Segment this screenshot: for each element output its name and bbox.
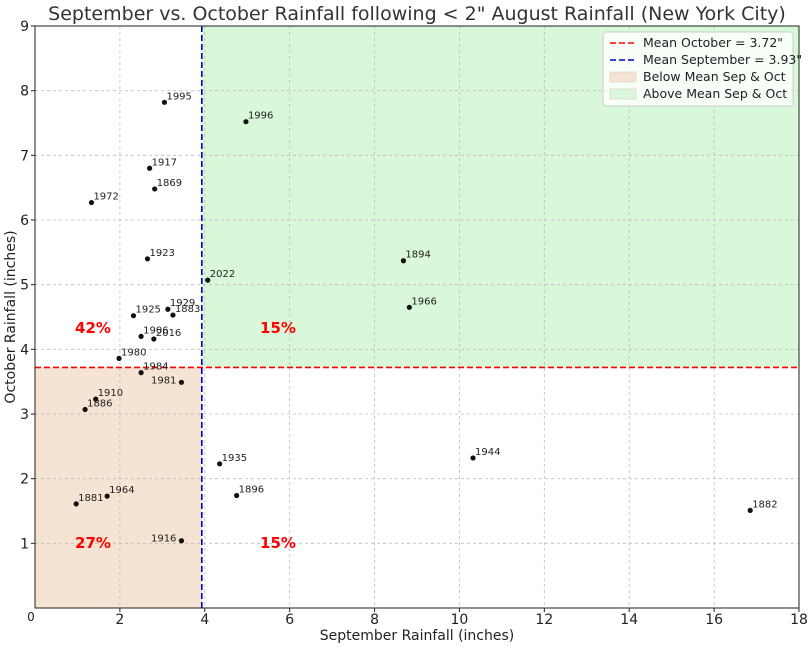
legend-label: Mean September = 3.93" — [643, 52, 802, 67]
y-tick-label: 1 — [20, 536, 29, 552]
point-label: 1882 — [752, 499, 777, 510]
data-point — [205, 277, 211, 283]
quadrant-percentage-upper-right: 15% — [260, 319, 296, 337]
legend-patch-swatch — [609, 71, 637, 83]
y-tick-label: 2 — [20, 472, 29, 488]
point-label: 1896 — [239, 484, 264, 495]
data-point — [170, 312, 176, 318]
data-point — [88, 199, 95, 206]
quadrant-percentage-lower-left: 27% — [75, 534, 111, 552]
point-label: 1923 — [149, 248, 174, 259]
data-point — [82, 406, 88, 413]
point-label: 1981 — [151, 375, 176, 386]
legend: Mean October = 3.72" Mean September = 3.9… — [602, 31, 802, 107]
data-point — [152, 186, 158, 192]
point-label: 1917 — [152, 157, 177, 168]
y-axis-label: October Rainfall (inches) — [3, 230, 19, 403]
data-point — [116, 355, 122, 361]
x-tick-label: 12 — [535, 612, 553, 628]
point-label: 1910 — [98, 388, 123, 399]
y-tick-label: 3 — [20, 407, 29, 423]
point-label: 1906 — [143, 325, 168, 336]
x-tick-label: 6 — [285, 612, 294, 628]
point-label: 1929 — [170, 298, 195, 309]
data-point — [144, 256, 151, 262]
y-tick-label: 7 — [20, 148, 29, 164]
x-tick-label: 16 — [705, 612, 723, 628]
x-axis-label: September Rainfall (inches) — [320, 628, 515, 644]
point-label: 1972 — [93, 192, 118, 203]
quadrant-percentage-upper-left: 42% — [75, 319, 111, 337]
plot-border — [34, 25, 800, 609]
point-label: 1894 — [405, 250, 430, 261]
point-label: 1886 — [87, 398, 112, 409]
point-label: 1964 — [109, 485, 134, 496]
y-tick-label: 6 — [20, 213, 29, 229]
x-tick-label: 10 — [451, 612, 469, 628]
y-tick-label: 4 — [20, 342, 29, 358]
data-point — [406, 304, 412, 310]
y-axis-ticks: 1 2 3 4 5 6 7 8 9 — [20, 19, 35, 552]
x-tick-label: 0 — [27, 610, 35, 624]
quadrant-percentage-lower-right: 15% — [260, 534, 296, 552]
x-tick-label: 14 — [620, 612, 638, 628]
y-tick-label: 9 — [20, 19, 29, 35]
plot-frame — [34, 25, 800, 609]
legend-box — [602, 31, 794, 107]
data-point — [217, 461, 223, 467]
point-label: 1916 — [151, 534, 176, 545]
data-point — [73, 501, 79, 507]
quadrant-percentages: 42% 15% 27% 15% — [75, 319, 296, 552]
data-point — [147, 165, 153, 171]
y-tick-label: 8 — [20, 84, 29, 100]
data-point — [130, 313, 137, 319]
data-point — [234, 492, 240, 499]
data-points: 1995 1996 1917 1869 1972 1923 2022 1894 1966 1929… — [73, 91, 778, 545]
legend-label: Below Mean Sep & Oct — [643, 69, 786, 84]
data-point — [747, 507, 753, 513]
point-label: 1869 — [157, 178, 182, 189]
data-point — [104, 493, 110, 499]
point-label: 1935 — [222, 453, 247, 464]
x-tick-label: 18 — [790, 612, 808, 628]
data-point — [470, 455, 476, 461]
below-mean-region — [35, 367, 202, 608]
legend-label: Above Mean Sep & Oct — [643, 86, 787, 101]
chart-title: September vs. October Rainfall following… — [48, 3, 786, 25]
data-point — [243, 119, 249, 125]
point-label: 2016 — [156, 328, 181, 339]
legend-label: Mean October = 3.72" — [643, 35, 783, 50]
data-point — [138, 370, 144, 376]
data-point — [93, 396, 99, 402]
point-label: 1883 — [175, 304, 200, 315]
point-label: 1995 — [166, 91, 191, 102]
point-label: 1984 — [143, 362, 168, 373]
x-axis-ticks: 0 2 4 6 8 10 12 14 16 18 — [27, 608, 808, 628]
x-tick-label: 2 — [115, 612, 124, 628]
data-point — [178, 538, 185, 544]
data-point — [138, 333, 144, 339]
shaded-regions — [35, 26, 800, 608]
point-label: 1881 — [78, 493, 103, 504]
point-label: 1966 — [411, 296, 436, 307]
data-point — [165, 306, 171, 312]
y-tick-label: 5 — [20, 278, 29, 294]
mean-lines — [35, 26, 799, 608]
data-point — [400, 258, 407, 264]
point-label: 2022 — [210, 269, 235, 280]
x-tick-label: 8 — [370, 612, 379, 628]
x-tick-label: 4 — [200, 612, 209, 628]
point-label: 1925 — [135, 305, 160, 316]
data-point — [161, 99, 168, 105]
point-label: 1980 — [121, 347, 146, 358]
point-label: 1996 — [248, 111, 273, 122]
legend-patch-swatch — [609, 88, 637, 100]
data-point — [151, 336, 157, 342]
data-point — [178, 379, 185, 385]
point-label: 1944 — [475, 447, 500, 458]
